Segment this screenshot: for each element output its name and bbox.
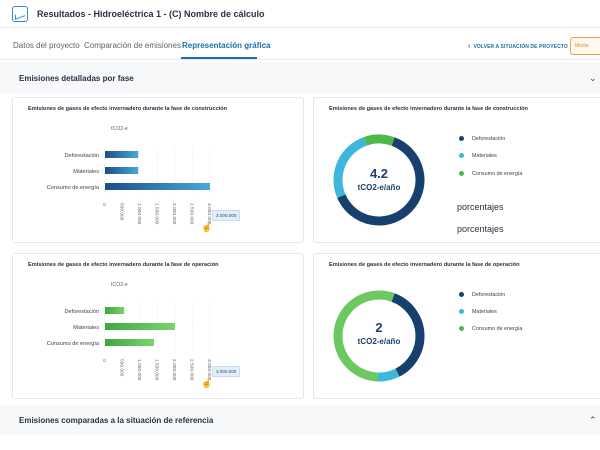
x-tick-label: 3.000.000 (206, 203, 212, 225)
bar-2[interactable] (105, 183, 210, 190)
x-tick-label: 0 (101, 203, 107, 206)
orange-button-label: Moste (575, 43, 589, 49)
category-label: Consumo de energía (47, 341, 100, 347)
legend-label: Consumo de energía (472, 326, 523, 332)
x-tick-label: 1.500.000 (154, 359, 160, 381)
card-construction-bar: Emisiones de gases de efecto invernadero… (12, 97, 304, 243)
category-label: Deforestación (64, 153, 99, 159)
unit-label: tCO2-e (111, 126, 128, 132)
legend-label: Materiales (472, 309, 497, 315)
bar-0[interactable] (105, 151, 139, 158)
bar-1[interactable] (105, 323, 175, 330)
tab-datos-proyecto[interactable]: Datos del proyecto (13, 41, 80, 50)
pointer-cursor-icon: ☝ (201, 222, 213, 232)
donut-center-unit: tCO2-e/año (357, 183, 401, 192)
legend-dot-icon (459, 309, 464, 315)
app-header: Resultados - Hidroeléctrica 1 - (C) Nomb… (0, 0, 600, 28)
legend-label: Materiales (472, 153, 497, 159)
tab-bar: Datos del proyecto Comparación de emisio… (0, 34, 600, 60)
bar-0[interactable] (105, 307, 125, 314)
card-operation-donut: Emisiones de gases de efecto invernadero… (313, 253, 600, 399)
chart-icon (12, 5, 28, 22)
card-title: Emisiones de gases de efecto invernadero… (329, 106, 528, 112)
legend-dot-icon (459, 136, 464, 142)
x-tick-label: 2.500.000 (189, 203, 195, 225)
construction-donut-chart (333, 134, 425, 226)
x-tick-label: 1.500.000 (154, 203, 160, 225)
percentages-label: porcentajes (457, 224, 504, 234)
card-construction-donut: Emisiones de gases de efecto invernadero… (313, 97, 600, 243)
category-label: Deforestación (64, 309, 99, 315)
tab-comparacion-emisiones[interactable]: Comparación de emisiones (84, 41, 181, 50)
legend-dot-icon (459, 153, 464, 159)
donut-center-unit: tCO2-e/año (357, 337, 401, 346)
chart-tooltip: 3.000.000 (212, 210, 241, 221)
legend-label: Deforestación (472, 292, 506, 298)
category-label: Materiales (73, 325, 99, 331)
card-operation-bar: Emisiones de gases de efecto invernadero… (12, 253, 304, 399)
section-header-compared[interactable]: Emisiones comparadas a la situación de r… (0, 405, 600, 435)
legend-dot-icon (459, 171, 464, 177)
x-tick-label: 3.000.000 (206, 359, 212, 381)
donut-slice-1[interactable] (377, 368, 400, 382)
x-tick-label: 1.000.000 (136, 203, 142, 225)
legend-dot-icon (459, 326, 464, 332)
tab-representacion-grafica[interactable]: Representación gráfica (182, 41, 271, 50)
donut-slice-1[interactable] (333, 137, 367, 198)
donut-center-value: 2 (375, 320, 383, 335)
percentages-label: porcentajes (457, 202, 504, 212)
x-tick-label: 2.500.000 (189, 359, 195, 381)
bar-1[interactable] (105, 167, 139, 174)
donut-slice-2[interactable] (333, 290, 395, 382)
card-title: Emisiones de gases de efecto invernadero… (28, 262, 219, 268)
bar-2[interactable] (105, 339, 154, 346)
pointer-cursor-icon: ☝ (201, 378, 213, 388)
chevron-left-icon: ‹ (468, 43, 471, 50)
chevron-down-icon[interactable]: ⌄ (589, 72, 597, 83)
operation-bar-chart: 0 500.000 1.000.000 1.500.000 2.000.000 2.500… (47, 302, 212, 381)
back-to-project-link[interactable]: ‹ VOLVER A SITUACIÓN DE PROYECTO (468, 43, 568, 50)
x-tick-label: 500.000 (119, 203, 125, 221)
card-title: Emisiones de gases de efecto invernadero… (28, 106, 227, 112)
section-title-detailed: Emisiones detalladas por fase (19, 73, 134, 83)
legend-deforestacion: Deforestación (459, 136, 505, 142)
legend-materiales: Materiales (459, 309, 497, 315)
category-label: Consumo de energía (47, 185, 100, 191)
x-tick-label: 500.000 (119, 359, 125, 377)
legend-label: Deforestación (472, 136, 506, 142)
x-tick-label: 1.000.000 (136, 359, 142, 381)
donut-slice-2[interactable] (363, 134, 395, 146)
legend-label: Consumo de energía (472, 171, 523, 177)
card-title: Emisiones de gases de efecto invernadero… (329, 262, 520, 268)
donut-slice-0[interactable] (337, 137, 425, 226)
donut-center-value: 4.2 (369, 166, 389, 181)
unit-label: tCO2-e (111, 282, 128, 288)
page-title: Resultados - Hidroeléctrica 1 - (C) Nomb… (37, 8, 265, 19)
x-tick-label: 2.000.000 (171, 359, 177, 381)
legend-deforestacion: Deforestación (459, 292, 505, 298)
chevron-up-icon[interactable]: ⌃ (589, 414, 597, 425)
category-label: Materiales (73, 169, 99, 175)
back-link-label: VOLVER A SITUACIÓN DE PROYECTO (473, 44, 568, 50)
x-tick-label: 2.000.000 (171, 203, 177, 225)
donut-slice-0[interactable] (391, 293, 425, 377)
construction-bar-chart: 0 500.000 1.000.000 1.500.000 2.000.000 2.500… (47, 146, 212, 225)
section-title-compared: Emisiones comparadas a la situación de r… (19, 415, 214, 425)
legend-dot-icon (459, 292, 464, 298)
legend-materiales: Materiales (459, 153, 497, 159)
active-tab-indicator (181, 57, 257, 59)
section-header-detailed[interactable]: Emisiones detalladas por fase ⌄ (0, 62, 600, 94)
legend-consumo-energia: Consumo de energía (459, 326, 522, 332)
x-tick-label: 0 (101, 359, 107, 362)
operation-donut-chart (333, 290, 425, 382)
orange-action-button[interactable]: Moste (570, 37, 600, 55)
legend-consumo-energia: Consumo de energía (459, 171, 522, 177)
chart-tooltip: 3.000.000 (212, 366, 241, 377)
